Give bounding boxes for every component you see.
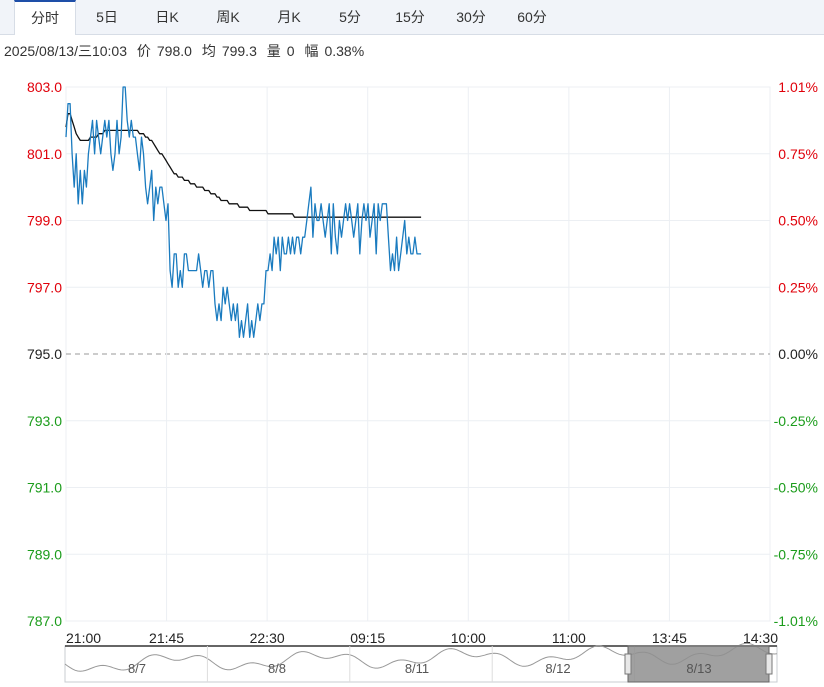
navigator-date-label: 8/7 xyxy=(128,661,146,676)
navigator-date-label: 8/13 xyxy=(686,661,711,676)
change-label: 幅 xyxy=(304,43,319,59)
y-tick-label: 787.0 xyxy=(27,613,62,629)
price-value: 798.0 xyxy=(156,43,192,59)
tab-30min[interactable]: 30分 xyxy=(456,9,486,25)
quote-datetime: 2025/08/13/三10:03 xyxy=(4,43,127,59)
y-pct-label: -0.25% xyxy=(774,413,818,429)
y-tick-label: 791.0 xyxy=(27,480,62,496)
y-pct-label: 0.50% xyxy=(778,213,818,229)
y-pct-label: -0.50% xyxy=(774,480,818,496)
navigator-selected-window[interactable] xyxy=(627,645,770,683)
price-label: 价 xyxy=(136,43,151,59)
y-pct-label: 1.01% xyxy=(778,79,818,95)
tab-5day[interactable]: 5日 xyxy=(96,9,118,25)
volume-value: 0 xyxy=(286,43,295,59)
x-tick-label: 09:15 xyxy=(350,630,385,646)
volume-label: 量 xyxy=(266,43,281,59)
tab-15min[interactable]: 15分 xyxy=(395,9,425,25)
y-tick-label: 799.0 xyxy=(27,213,62,229)
avg-label: 均 xyxy=(201,43,216,59)
x-tick-label: 10:00 xyxy=(451,630,486,646)
x-tick-label: 13:45 xyxy=(652,630,687,646)
navigator-left-handle[interactable] xyxy=(624,653,632,675)
y-pct-label: -1.01% xyxy=(774,613,818,629)
y-pct-label: 0.25% xyxy=(778,279,818,295)
x-tick-label: 14:30 xyxy=(743,630,778,646)
price-line xyxy=(65,86,422,338)
navigator-right-handle[interactable] xyxy=(765,653,773,675)
navigator-date-label: 8/11 xyxy=(405,661,429,676)
y-tick-label: 795.0 xyxy=(27,346,62,362)
y-pct-label: 0.75% xyxy=(778,146,818,162)
tab-daily-k[interactable]: 日K xyxy=(155,9,179,25)
y-tick-label: 793.0 xyxy=(27,413,62,429)
change-value: 0.38% xyxy=(324,43,365,59)
navigator-date-label: 8/12 xyxy=(545,661,570,676)
y-tick-label: 789.0 xyxy=(27,546,62,562)
y-tick-label: 801.0 xyxy=(27,146,62,162)
tab-intraday[interactable]: 分时 xyxy=(14,0,76,35)
x-tick-label: 11:00 xyxy=(552,630,586,646)
y-pct-label: -0.75% xyxy=(774,546,818,562)
navigator-date-label: 8/8 xyxy=(268,661,286,676)
x-tick-label: 21:00 xyxy=(66,630,101,646)
y-tick-label: 797.0 xyxy=(27,279,62,295)
x-tick-label: 22:30 xyxy=(250,630,285,646)
avg-value: 799.3 xyxy=(221,43,257,59)
tab-weekly-k[interactable]: 周K xyxy=(216,9,240,25)
x-tick-label: 21:45 xyxy=(149,630,184,646)
period-tab-bar: 分时 5日 日K 周K 月K 5分 15分 30分 60分 xyxy=(0,0,824,35)
tab-monthly-k[interactable]: 月K xyxy=(277,9,301,25)
tab-60min[interactable]: 60分 xyxy=(517,9,547,25)
y-pct-label: 0.00% xyxy=(778,346,818,362)
tab-5min[interactable]: 5分 xyxy=(339,9,361,25)
y-tick-label: 803.0 xyxy=(27,79,62,95)
